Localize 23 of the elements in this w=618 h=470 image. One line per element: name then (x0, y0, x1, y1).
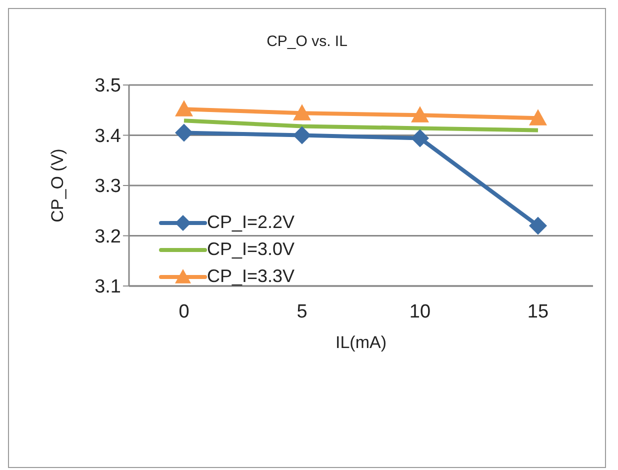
point (293, 104, 311, 120)
x-axis-title: IL(mA) (336, 333, 386, 352)
y-tick-label: 3.1 (94, 276, 121, 298)
x-tick-label: 15 (527, 301, 549, 322)
chart-title: CP_O vs. IL (266, 33, 348, 50)
y-axis-title: CP_O (V) (48, 148, 68, 222)
y-tick-label: 3.3 (94, 176, 121, 198)
y-tick-label: 3.2 (94, 226, 121, 248)
y-tick-label: 3.4 (94, 126, 122, 147)
legend-label: CP_I=3.0V (207, 239, 295, 260)
x-tick-label: 10 (409, 301, 431, 322)
legend-label: CP_I=3.3V (207, 266, 295, 287)
point (293, 126, 311, 144)
point (411, 129, 429, 148)
point (529, 109, 547, 126)
point (529, 216, 547, 235)
point (411, 106, 429, 122)
y-tick-label: 3.5 (94, 76, 121, 97)
x-tick-label: 0 (178, 301, 190, 322)
point (175, 100, 193, 116)
point (175, 124, 193, 142)
x-tick-label: 5 (296, 301, 308, 322)
legend-label: CP_I=2.2V (207, 212, 295, 233)
